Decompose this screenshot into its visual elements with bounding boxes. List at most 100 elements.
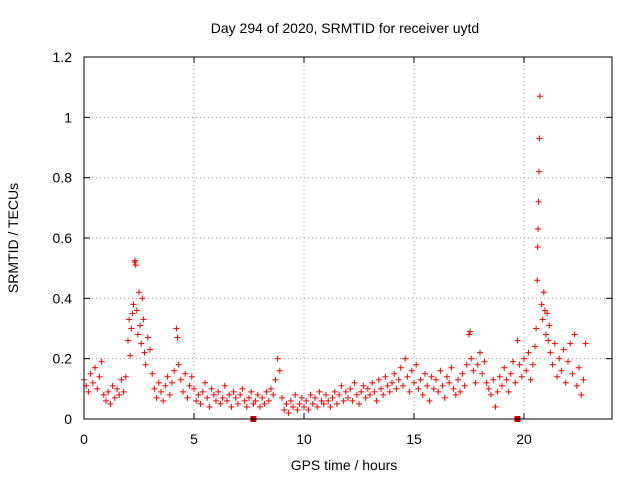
data-point xyxy=(380,391,387,398)
data-point xyxy=(541,307,548,314)
data-point xyxy=(312,394,318,401)
data-point xyxy=(232,394,239,401)
data-point xyxy=(243,403,250,410)
data-point xyxy=(565,358,571,365)
data-point xyxy=(137,322,144,329)
y-tick-label: 0.8 xyxy=(53,170,73,186)
data-point xyxy=(92,364,98,371)
data-point xyxy=(505,388,512,395)
data-point xyxy=(213,397,219,404)
data-point xyxy=(197,400,204,407)
data-point xyxy=(397,364,404,371)
data-point xyxy=(400,382,406,389)
data-point xyxy=(237,391,244,398)
data-point xyxy=(274,355,281,362)
data-point xyxy=(107,400,114,407)
data-point xyxy=(448,364,455,371)
data-point xyxy=(556,355,563,362)
y-tick-label: 0.4 xyxy=(53,290,73,306)
data-point xyxy=(272,376,279,383)
data-point xyxy=(283,400,290,407)
data-point xyxy=(129,310,136,317)
data-point xyxy=(444,373,450,380)
data-point xyxy=(171,367,178,374)
data-point xyxy=(281,406,288,413)
data-point xyxy=(544,310,551,317)
data-point xyxy=(215,388,222,395)
data-point xyxy=(494,388,501,395)
grid xyxy=(84,57,612,419)
y-axis-title: SRMTID / TECUs xyxy=(5,183,21,293)
data-point xyxy=(424,382,431,389)
data-point xyxy=(543,331,549,338)
data-point xyxy=(364,385,371,392)
data-point xyxy=(323,391,329,398)
data-point xyxy=(536,93,543,100)
data-point xyxy=(169,379,175,386)
data-point xyxy=(562,379,569,386)
data-point xyxy=(521,355,527,362)
data-point xyxy=(301,403,307,410)
data-point xyxy=(496,373,503,380)
data-point xyxy=(199,388,206,395)
data-point xyxy=(378,385,384,392)
data-point xyxy=(132,257,139,264)
data-point xyxy=(191,385,197,392)
data-point xyxy=(96,373,103,380)
data-point xyxy=(164,373,171,380)
data-point xyxy=(250,400,257,407)
data-point xyxy=(479,370,486,377)
data-point xyxy=(221,382,228,389)
data-point xyxy=(485,385,492,392)
data-point xyxy=(173,325,180,332)
data-point xyxy=(576,364,582,371)
data-point xyxy=(130,301,137,308)
data-point xyxy=(149,370,156,377)
data-point xyxy=(292,391,299,398)
axis-ticks xyxy=(83,56,612,420)
data-point xyxy=(127,352,134,359)
data-point xyxy=(518,373,525,380)
data-point xyxy=(285,409,292,416)
data-point xyxy=(567,340,574,347)
data-point xyxy=(208,385,215,392)
data-point xyxy=(136,289,142,296)
data-point xyxy=(419,391,426,398)
data-point xyxy=(391,370,398,377)
data-point xyxy=(455,376,461,383)
data-point xyxy=(309,400,316,407)
data-point xyxy=(439,382,446,389)
data-point xyxy=(422,370,428,377)
data-point xyxy=(305,406,312,413)
x-tick-label: 10 xyxy=(296,431,312,447)
data-point xyxy=(546,322,553,329)
data-point xyxy=(554,373,560,380)
data-point xyxy=(241,397,248,404)
data-point xyxy=(426,397,433,404)
data-point xyxy=(118,376,125,383)
data-point xyxy=(141,349,148,356)
data-point xyxy=(345,394,351,401)
data-point xyxy=(571,331,578,338)
data-point xyxy=(316,388,323,395)
data-point xyxy=(290,403,296,410)
data-point xyxy=(384,382,391,389)
data-point xyxy=(296,400,303,407)
data-point xyxy=(204,394,211,401)
data-point xyxy=(142,361,149,368)
data-point xyxy=(347,385,354,392)
data-point xyxy=(413,361,420,368)
data-point xyxy=(254,391,261,398)
data-point xyxy=(457,388,464,395)
data-point xyxy=(362,394,369,401)
data-point xyxy=(252,397,259,404)
x-tick-label: 5 xyxy=(190,431,198,447)
data-point xyxy=(452,391,459,398)
data-point xyxy=(467,328,474,335)
data-point xyxy=(103,397,109,404)
data-point xyxy=(466,331,472,338)
data-points xyxy=(81,93,589,422)
data-point xyxy=(174,334,181,341)
data-point xyxy=(536,135,543,142)
data-point xyxy=(85,388,92,395)
